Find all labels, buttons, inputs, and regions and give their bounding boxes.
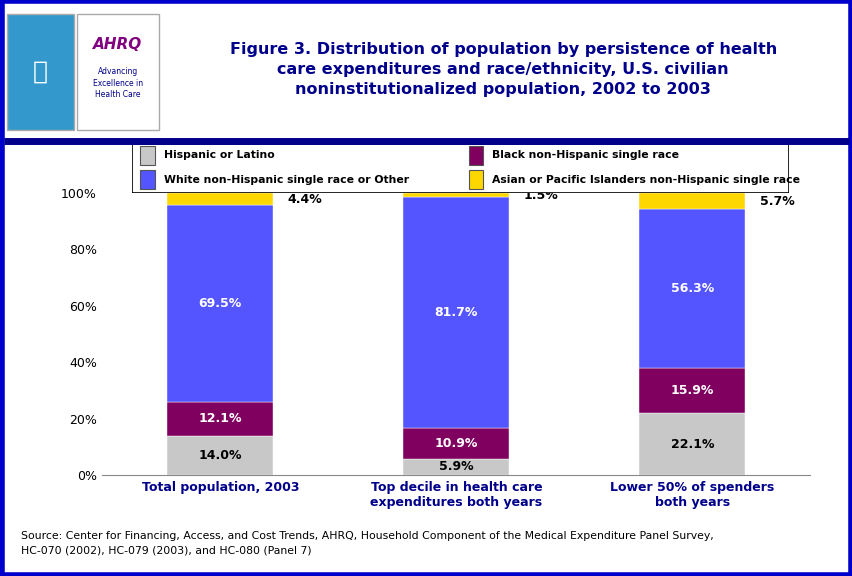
Bar	[167, 435, 273, 475]
Bar	[167, 206, 273, 401]
Text: Asian or Pacific Islanders non-Hispanic single race: Asian or Pacific Islanders non-Hispanic …	[492, 175, 799, 185]
Text: Source: Center for Financing, Access, and Cost Trends, AHRQ, Household Component: Source: Center for Financing, Access, an…	[21, 531, 713, 555]
Bar	[403, 458, 509, 475]
Bar	[638, 209, 745, 368]
Text: 81.7%: 81.7%	[435, 306, 477, 319]
Bar	[167, 401, 273, 435]
Bar	[468, 170, 482, 189]
Bar	[403, 428, 509, 458]
Bar	[638, 413, 745, 475]
Bar	[638, 368, 745, 413]
Bar	[77, 14, 158, 130]
Bar	[403, 197, 509, 428]
Bar	[638, 193, 745, 209]
Bar	[140, 146, 154, 165]
Bar	[140, 170, 154, 189]
Text: 15.9%: 15.9%	[670, 384, 713, 397]
Bar	[403, 193, 509, 197]
Text: White non-Hispanic single race or Other: White non-Hispanic single race or Other	[164, 175, 408, 185]
Text: 22.1%: 22.1%	[670, 438, 713, 450]
Text: Black non-Hispanic single race: Black non-Hispanic single race	[492, 150, 678, 160]
Bar	[167, 193, 273, 206]
Text: 4.4%: 4.4%	[287, 192, 322, 206]
Text: AHRQ: AHRQ	[93, 37, 142, 52]
Text: Advancing
Excellence in
Health Care: Advancing Excellence in Health Care	[93, 67, 143, 99]
Text: 12.1%: 12.1%	[199, 412, 242, 425]
Text: 69.5%: 69.5%	[199, 297, 242, 310]
Text: 🦅: 🦅	[33, 60, 48, 84]
Text: Hispanic or Latino: Hispanic or Latino	[164, 150, 274, 160]
Text: 5.7%: 5.7%	[759, 195, 793, 207]
Text: 10.9%: 10.9%	[435, 437, 477, 450]
Text: 1.5%: 1.5%	[523, 188, 558, 202]
Text: 14.0%: 14.0%	[199, 449, 242, 462]
Text: 56.3%: 56.3%	[670, 282, 713, 295]
Bar	[8, 14, 73, 130]
Bar	[468, 146, 482, 165]
Text: Figure 3. Distribution of population by persistence of health
care expenditures : Figure 3. Distribution of population by …	[229, 42, 776, 97]
Text: 5.9%: 5.9%	[439, 460, 473, 473]
